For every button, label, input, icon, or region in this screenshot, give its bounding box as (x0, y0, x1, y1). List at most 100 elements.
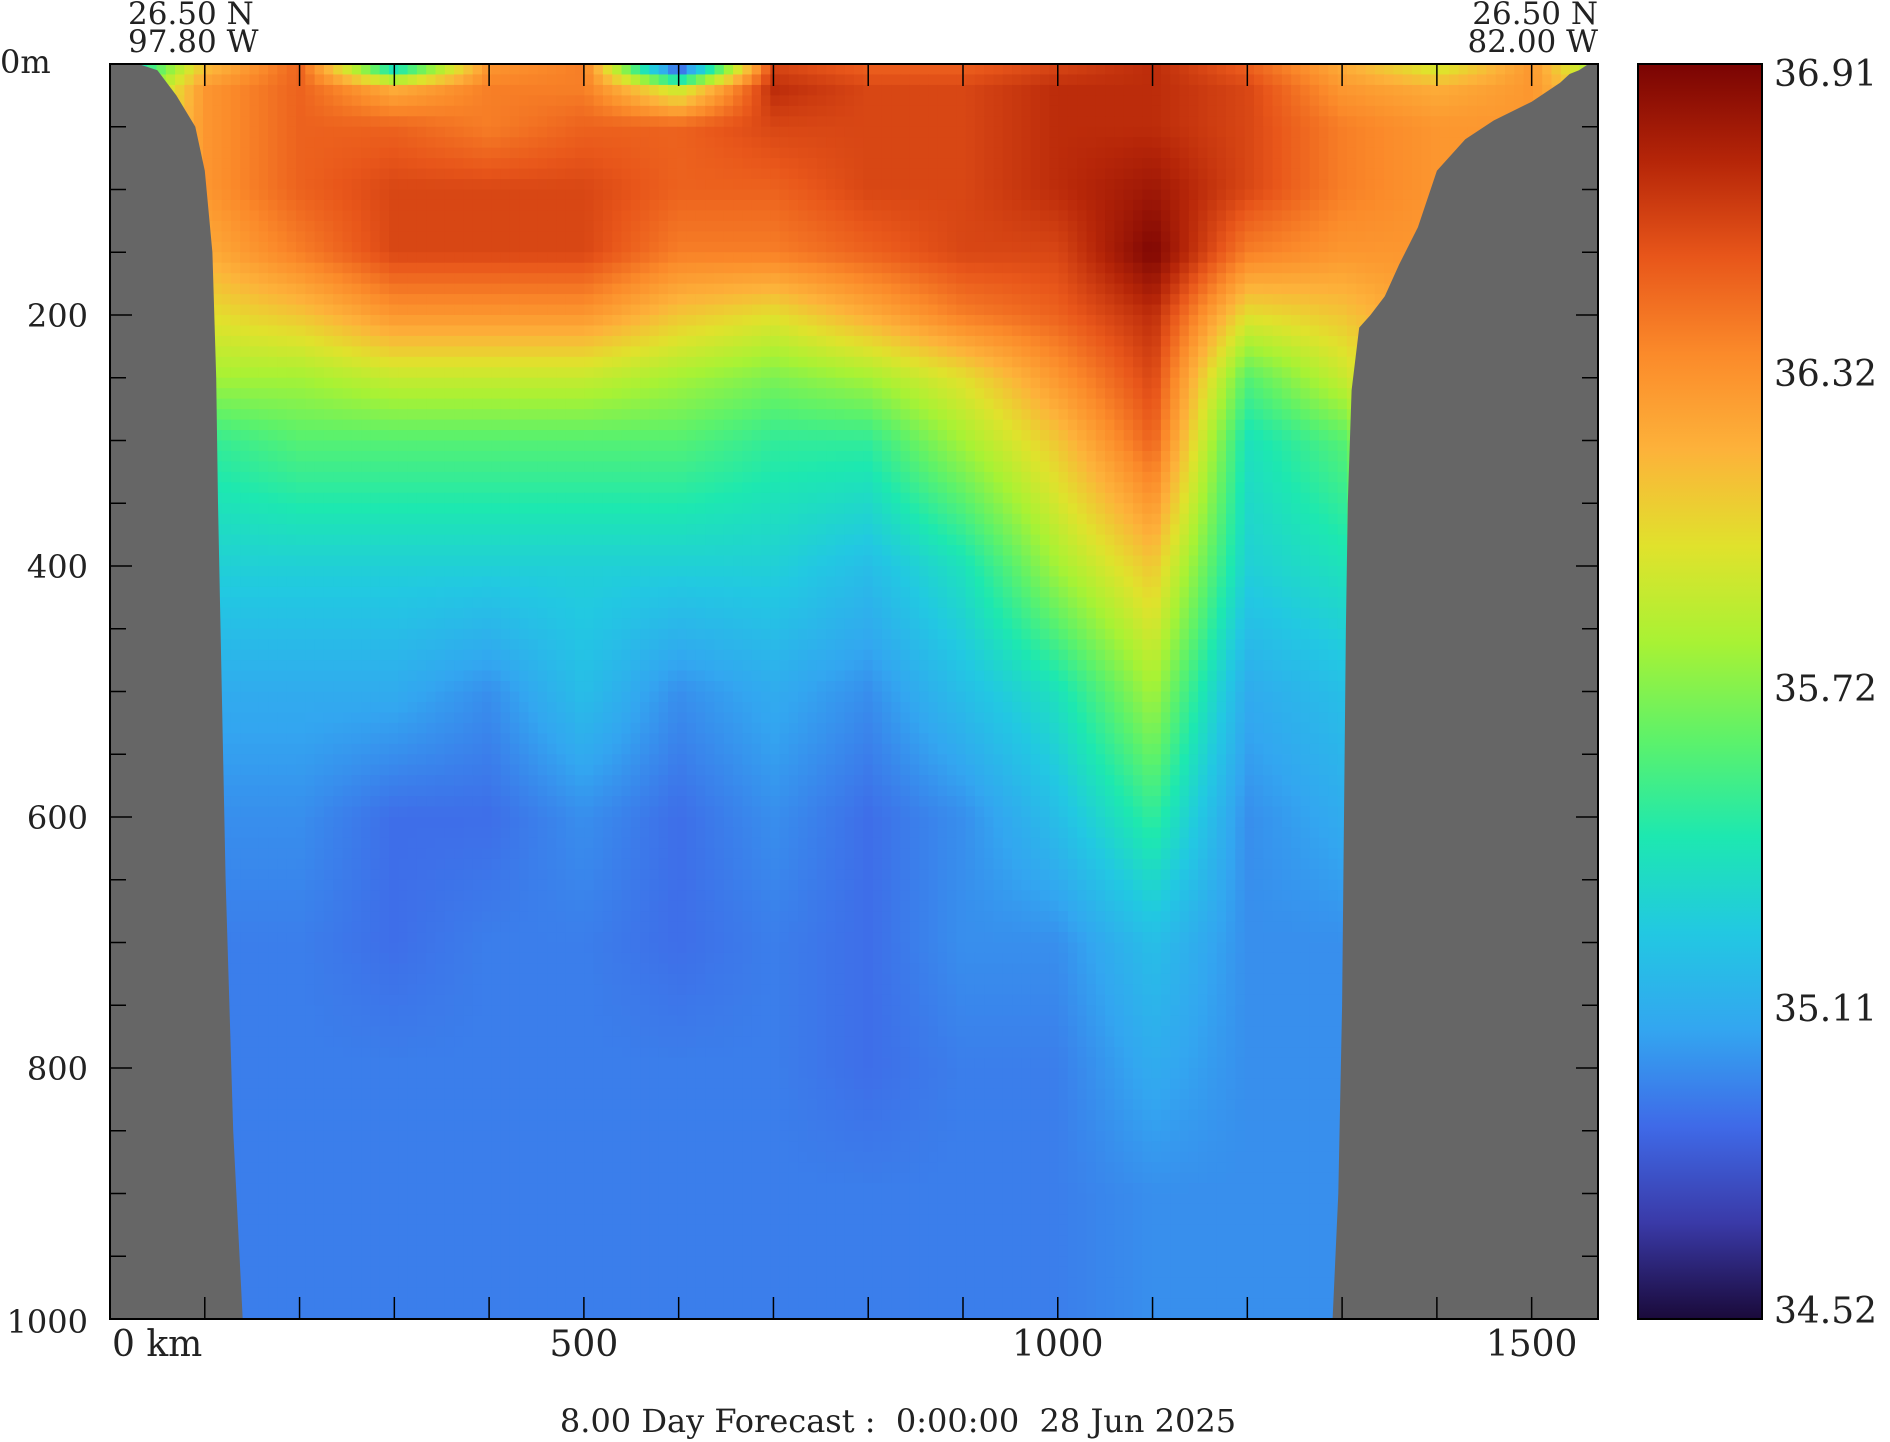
heatmap-cell (1198, 74, 1208, 85)
heatmap-cell (231, 64, 241, 75)
heatmap-cell (1180, 158, 1190, 169)
heatmap-cell (250, 315, 260, 326)
heatmap-cell (733, 190, 743, 201)
heatmap-cell (1031, 336, 1041, 347)
heatmap-cell (1421, 137, 1431, 148)
heatmap-cell (854, 127, 864, 138)
heatmap-cell (1505, 74, 1515, 85)
heatmap-cell (752, 378, 762, 389)
heatmap-cell (826, 169, 836, 180)
heatmap-cell (724, 378, 734, 389)
heatmap-cell (361, 367, 371, 378)
heatmap-cell (1105, 346, 1115, 357)
heatmap-cell (956, 190, 966, 201)
heatmap-cell (631, 273, 641, 284)
heatmap-cell (966, 315, 976, 326)
heatmap-cell (482, 367, 492, 378)
heatmap-cell (361, 74, 371, 85)
heatmap-cell (817, 315, 827, 326)
heatmap-cell (1319, 179, 1329, 190)
heatmap-cell (640, 221, 650, 232)
heatmap-cell (1319, 357, 1329, 368)
heatmap-cell (1328, 242, 1338, 253)
heatmap-cell (1059, 95, 1069, 106)
heatmap-cell (882, 263, 892, 274)
heatmap-cell (1245, 179, 1255, 190)
heatmap-cell (389, 315, 399, 326)
heatmap-cell (863, 357, 873, 368)
heatmap-cell (603, 242, 613, 253)
heatmap-cell (705, 357, 715, 368)
heatmap-cell (677, 378, 687, 389)
heatmap-cell (854, 95, 864, 106)
heatmap-cell (910, 95, 920, 106)
heatmap-cell (1366, 252, 1376, 263)
heatmap-cell (966, 200, 976, 211)
heatmap-cell (1040, 200, 1050, 211)
heatmap-cell (1226, 158, 1236, 169)
heatmap-cell (1310, 231, 1320, 242)
heatmap-cell (259, 127, 269, 138)
heatmap-cell (1319, 346, 1329, 357)
heatmap-cell (826, 315, 836, 326)
heatmap-cell (445, 284, 455, 295)
heatmap-cell (659, 169, 669, 180)
heatmap-cell (556, 336, 566, 347)
heatmap-cell (1114, 325, 1124, 336)
heatmap-cell (1152, 200, 1162, 211)
heatmap-cell (491, 190, 501, 201)
heatmap-cell (808, 273, 818, 284)
heatmap-cell (1468, 116, 1478, 127)
heatmap-cell (770, 95, 780, 106)
heatmap-cell (1049, 179, 1059, 190)
heatmap-cell (268, 231, 278, 242)
heatmap-cell (1049, 357, 1059, 368)
heatmap-cell (1273, 284, 1283, 295)
heatmap-cell (975, 336, 985, 347)
heatmap-cell (938, 116, 948, 127)
heatmap-cell (575, 169, 585, 180)
heatmap-cell (426, 378, 436, 389)
heatmap-cell (1189, 148, 1199, 159)
heatmap-cell (268, 378, 278, 389)
heatmap-cell (733, 242, 743, 253)
heatmap-cell (1338, 221, 1348, 232)
heatmap-cell (436, 273, 446, 284)
heatmap-cell (1040, 357, 1050, 368)
heatmap-cell (696, 137, 706, 148)
heatmap-cell (1003, 357, 1013, 368)
heatmap-cell (1338, 305, 1348, 316)
heatmap-cell (798, 231, 808, 242)
heatmap-cell (1105, 284, 1115, 295)
heatmap-cell (1319, 252, 1329, 263)
heatmap-cell (445, 200, 455, 211)
heatmap-cell (287, 294, 297, 305)
heatmap-cell (501, 106, 511, 117)
heatmap-cell (296, 231, 306, 242)
heatmap-cell (361, 315, 371, 326)
heatmap-cell (1384, 169, 1394, 180)
heatmap-cell (343, 231, 353, 242)
heatmap-cell (1021, 127, 1031, 138)
heatmap-cell (789, 357, 799, 368)
heatmap-cell (1077, 357, 1087, 368)
heatmap-cell (994, 231, 1004, 242)
heatmap-cell (984, 85, 994, 96)
heatmap-cell (445, 127, 455, 138)
heatmap-cell (268, 294, 278, 305)
heatmap-cell (687, 200, 697, 211)
heatmap-cell (1384, 127, 1394, 138)
heatmap-cell (835, 127, 845, 138)
heatmap-cell (1254, 231, 1264, 242)
heatmap-cell (1356, 179, 1366, 190)
heatmap-cell (575, 106, 585, 117)
heatmap-cell (928, 169, 938, 180)
heatmap-cell (1170, 242, 1180, 253)
heatmap-cell (901, 263, 911, 274)
heatmap-cell (222, 210, 232, 221)
heatmap-cell (1096, 85, 1106, 96)
heatmap-cell (231, 367, 241, 378)
heatmap-cell (1328, 346, 1338, 357)
heatmap-cell (984, 190, 994, 201)
heatmap-cell (1393, 106, 1403, 117)
